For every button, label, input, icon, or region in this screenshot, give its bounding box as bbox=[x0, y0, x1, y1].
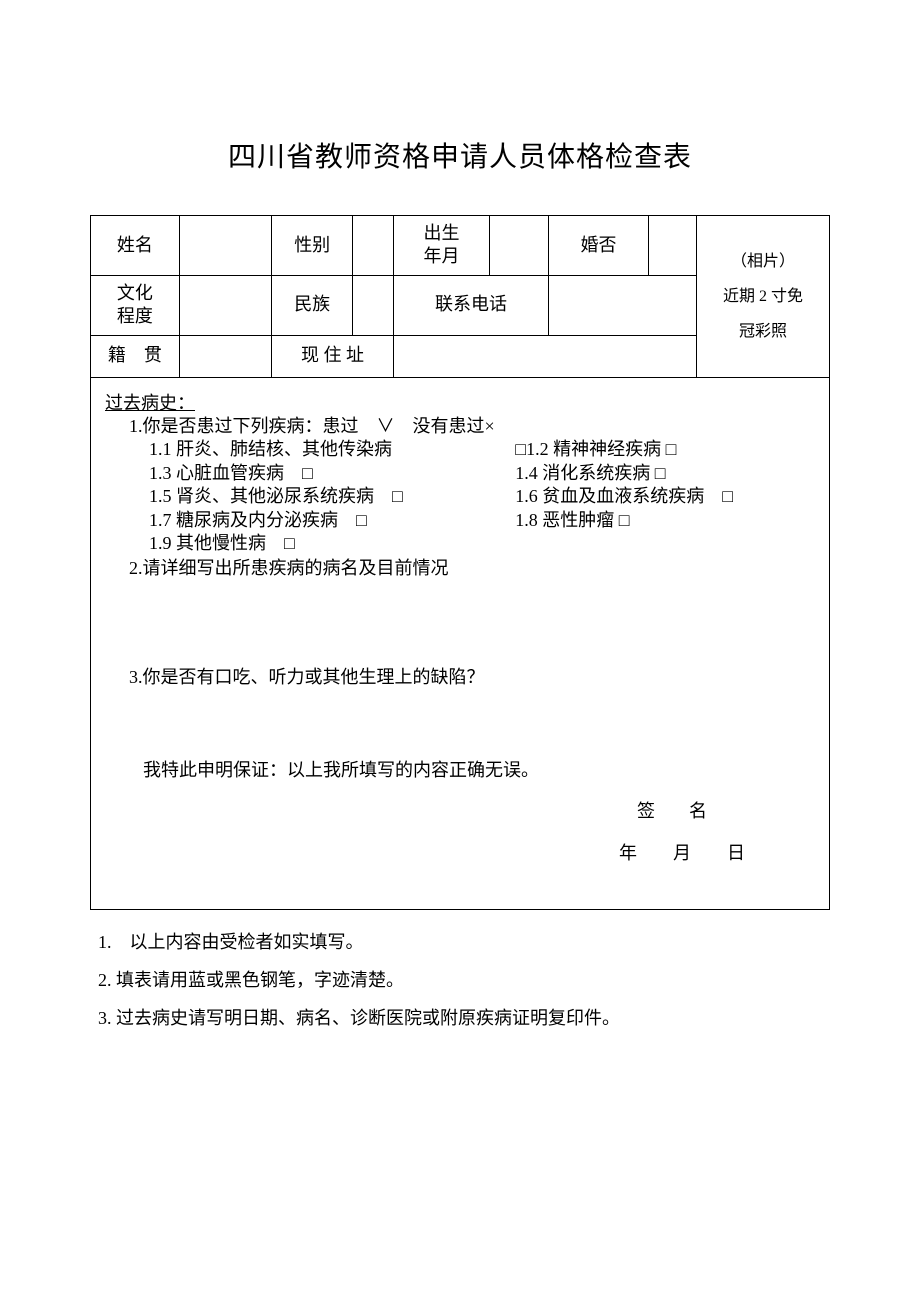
label-marital: 婚否 bbox=[549, 216, 649, 276]
history-q3: 3.你是否有口吃、听力或其他生理上的缺陷？ bbox=[105, 666, 815, 689]
label-gender: 性别 bbox=[272, 216, 353, 276]
row-1: 姓名 性别 出生年月 婚否 （相片） 近期 2 寸免 冠彩照 bbox=[91, 216, 830, 276]
label-name: 姓名 bbox=[91, 216, 180, 276]
footnote-2: 2. 填表请用蓝或黑色钢笔，字迹清楚。 bbox=[98, 962, 830, 998]
history-header: 过去病史： bbox=[105, 392, 815, 415]
item-1-6[interactable]: 1.6 贫血及血液系统疾病 □ bbox=[515, 485, 815, 508]
label-addr: 现 住 址 bbox=[272, 335, 394, 377]
history-q2: 2.请详细写出所患疾病的病名及目前情况 bbox=[105, 557, 815, 580]
item-1-7[interactable]: 1.7 糖尿病及内分泌疾病 □ bbox=[149, 509, 515, 532]
history-section: 过去病史： 1.你是否患过下列疾病：患过 ∨ 没有患过× 1.1 肝炎、肺结核、… bbox=[91, 377, 830, 910]
footnote-3: 3. 过去病史请写明日期、病名、诊断医院或附原疾病证明复印件。 bbox=[98, 1000, 830, 1036]
item-1-2[interactable]: □1.2 精神神经疾病 □ bbox=[515, 438, 815, 461]
footnote-1: 1. 以上内容由受检者如实填写。 bbox=[98, 924, 830, 960]
value-ethnic[interactable] bbox=[353, 275, 394, 335]
item-1-9[interactable]: 1.9 其他慢性病 □ bbox=[149, 532, 515, 555]
photo-box: （相片） 近期 2 寸免 冠彩照 bbox=[696, 216, 829, 378]
item-1-3[interactable]: 1.3 心脏血管疾病 □ bbox=[149, 462, 515, 485]
value-native[interactable] bbox=[179, 335, 271, 377]
item-1-5[interactable]: 1.5 肾炎、其他泌尿系统疾病 □ bbox=[149, 485, 515, 508]
declaration: 我特此申明保证：以上我所填写的内容正确无误。 bbox=[105, 759, 815, 782]
page-title: 四川省教师资格申请人员体格检查表 bbox=[90, 135, 830, 175]
label-edu: 文化程度 bbox=[91, 275, 180, 335]
value-phone[interactable] bbox=[549, 275, 697, 335]
label-phone: 联系电话 bbox=[393, 275, 548, 335]
date-label: 年 月 日 bbox=[105, 842, 815, 865]
form-table: 姓名 性别 出生年月 婚否 （相片） 近期 2 寸免 冠彩照 文化程度 民族 联… bbox=[90, 215, 830, 910]
label-dob: 出生年月 bbox=[393, 216, 489, 276]
row-history: 过去病史： 1.你是否患过下列疾病：患过 ∨ 没有患过× 1.1 肝炎、肺结核、… bbox=[91, 377, 830, 910]
label-ethnic: 民族 bbox=[272, 275, 353, 335]
value-addr[interactable] bbox=[393, 335, 696, 377]
value-dob[interactable] bbox=[490, 216, 549, 276]
history-q1: 1.你是否患过下列疾病：患过 ∨ 没有患过× bbox=[105, 415, 815, 438]
item-1-8[interactable]: 1.8 恶性肿瘤 □ bbox=[515, 509, 815, 532]
signature-label: 签 名 bbox=[105, 800, 815, 823]
value-name[interactable] bbox=[179, 216, 271, 276]
value-gender[interactable] bbox=[353, 216, 394, 276]
value-edu[interactable] bbox=[179, 275, 271, 335]
item-1-1[interactable]: 1.1 肝炎、肺结核、其他传染病 bbox=[149, 438, 515, 461]
item-1-4[interactable]: 1.4 消化系统疾病 □ bbox=[515, 462, 815, 485]
footnotes: 1. 以上内容由受检者如实填写。 2. 填表请用蓝或黑色钢笔，字迹清楚。 3. … bbox=[90, 924, 830, 1036]
label-native: 籍 贯 bbox=[91, 335, 180, 377]
value-marital[interactable] bbox=[648, 216, 696, 276]
